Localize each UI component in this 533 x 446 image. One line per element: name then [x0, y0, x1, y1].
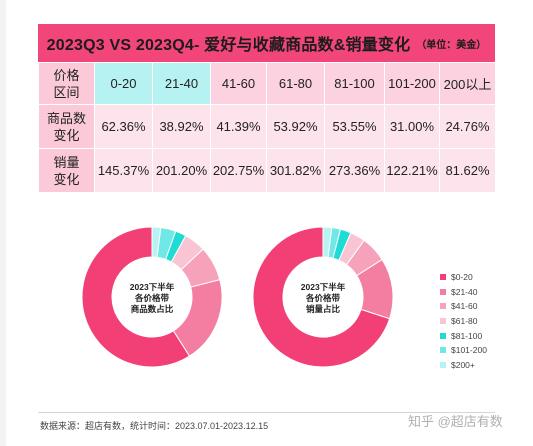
legend-swatch	[440, 288, 446, 295]
donut-center-line: 2023下半年	[300, 282, 346, 292]
column-header: 61-80	[266, 62, 325, 105]
legend-label: $61-80	[451, 316, 478, 327]
donut-center-line: 2023下半年	[129, 282, 175, 292]
donut-center-label: 2023下半年 各价格带 销量占比	[252, 282, 394, 315]
banner-title: 2023Q3 VS 2023Q4- 爱好与收藏商品数&销量变化	[46, 37, 411, 54]
row-label-cell: 商品数 变化	[38, 104, 95, 149]
table-cell: 201.20%	[152, 148, 211, 193]
table-row: 销量 变化 145.37% 201.20% 202.75% 301.82% 27…	[38, 148, 496, 193]
banner-unit: （单位：美金）	[416, 39, 487, 51]
legend-swatch	[440, 361, 446, 368]
table-cell: 81.62%	[439, 148, 496, 193]
legend-label: $101-200	[451, 345, 487, 356]
donut-svg	[252, 226, 394, 368]
table-cell: 41.39%	[210, 104, 267, 149]
table-cell: 24.76%	[439, 104, 496, 149]
legend-item: $0-20	[440, 270, 487, 285]
table-cell: 273.36%	[324, 148, 385, 193]
header-label-line: 价格	[53, 67, 80, 83]
donut-svg	[81, 226, 223, 368]
column-header: 81-100	[324, 62, 385, 105]
legend-item: $81-100	[440, 328, 487, 343]
donut-center-label: 2023下半年 各价格带 商品数占比	[81, 282, 223, 315]
chart-legend: $0-20 $21-40 $41-60 $61-80 $81-100 $101-200 $2…	[440, 270, 487, 372]
legend-swatch	[440, 303, 446, 310]
row-label-line: 变化	[53, 171, 80, 187]
legend-swatch	[440, 318, 446, 325]
legend-item: $41-60	[440, 299, 487, 314]
table-cell: 31.00%	[384, 104, 440, 149]
table-cell: 38.92%	[152, 104, 211, 149]
donut-slice-020	[252, 226, 391, 368]
column-header: 0-20	[94, 62, 153, 105]
table-row: 商品数 变化 62.36% 38.92% 41.39% 53.92% 53.55…	[38, 104, 496, 149]
change-table: 价格 区间 0-20 21-40 41-60 61-80 81-100 101-…	[38, 62, 496, 193]
left-edge	[0, 0, 6, 446]
header-label-cell: 价格 区间	[38, 62, 95, 105]
legend-label: $200+	[451, 359, 475, 370]
donut-chart-sales-share: 2023下半年 各价格带 销量占比	[252, 226, 394, 368]
donut-center-line: 商品数占比	[130, 304, 174, 314]
legend-label: $21-40	[451, 286, 478, 297]
watermark: 知乎 @超店有数	[408, 414, 503, 429]
header-row: 价格 区间 0-20 21-40 41-60 61-80 81-100 101-…	[38, 62, 496, 105]
footer-divider	[38, 412, 495, 413]
row-label-line: 销量	[53, 154, 80, 170]
row-label-line: 商品数	[46, 110, 86, 126]
donut-center-line: 各价格带	[305, 293, 340, 303]
table-cell: 145.37%	[94, 148, 153, 193]
row-label-line: 变化	[53, 127, 80, 143]
legend-item: $21-40	[440, 285, 487, 300]
legend-label: $81-100	[451, 330, 483, 341]
table-cell: 53.55%	[324, 104, 385, 149]
column-header: 101-200	[384, 62, 440, 105]
donut-chart-product-share: 2023下半年 各价格带 商品数占比	[81, 226, 223, 368]
legend-item: $61-80	[440, 314, 487, 329]
legend-swatch	[440, 347, 446, 354]
donut-slice-200	[151, 226, 162, 258]
table-cell: 301.82%	[266, 148, 325, 193]
table-cell: 122.21%	[384, 148, 440, 193]
column-header: 21-40	[152, 62, 211, 105]
donut-center-line: 各价格带	[134, 293, 169, 303]
column-header: 200以上	[439, 62, 496, 105]
header-label-line: 区间	[53, 84, 80, 100]
table-cell: 62.36%	[94, 104, 153, 149]
legend-label: $0-20	[451, 272, 473, 283]
row-label-cell: 销量 变化	[38, 148, 95, 193]
title-banner: 2023Q3 VS 2023Q4- 爱好与收藏商品数&销量变化 （单位：美金）	[38, 24, 495, 62]
legend-label: $41-60	[451, 301, 478, 312]
legend-swatch	[440, 332, 446, 339]
legend-item: $101-200	[440, 343, 487, 358]
donut-slice-200	[322, 226, 333, 258]
table-cell: 202.75%	[210, 148, 267, 193]
column-header: 41-60	[210, 62, 267, 105]
donut-center-line: 销量占比	[305, 304, 340, 314]
data-source-note: 数据来源：超店有数，统计时间：2023.07.01-2023.12.15	[40, 421, 269, 431]
legend-swatch	[440, 274, 446, 281]
legend-item: $200+	[440, 358, 487, 373]
table-cell: 53.92%	[266, 104, 325, 149]
donut-slice-020	[81, 226, 191, 368]
